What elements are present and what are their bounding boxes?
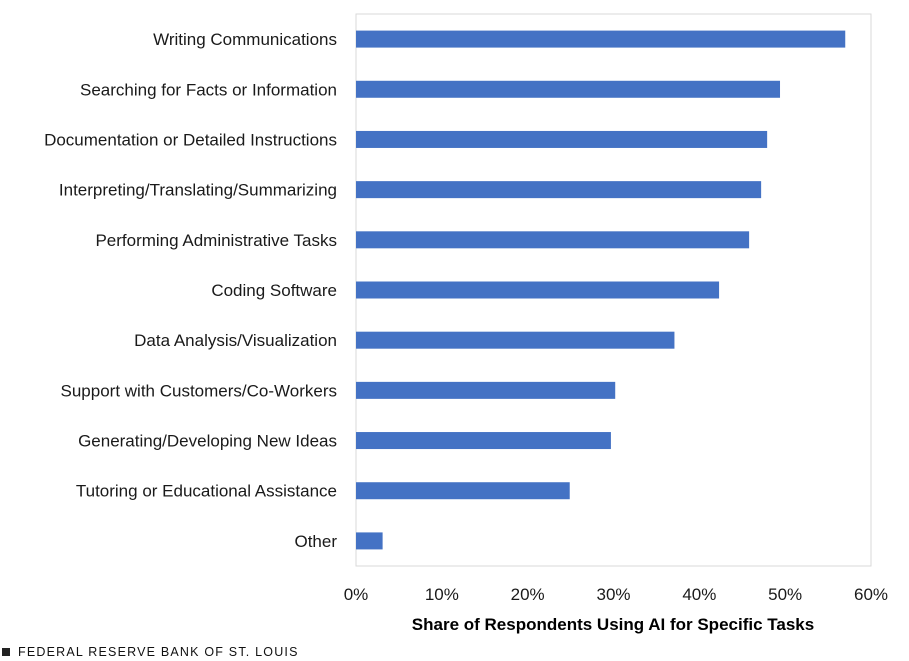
x-tick-label: 20% xyxy=(511,585,545,604)
category-label: Tutoring or Educational Assistance xyxy=(76,482,337,501)
bar xyxy=(356,482,570,500)
x-tick-label: 0% xyxy=(344,585,369,604)
category-label: Writing Communications xyxy=(153,30,337,49)
category-label: Documentation or Detailed Instructions xyxy=(44,130,337,149)
category-label: Generating/Developing New Ideas xyxy=(78,432,337,451)
x-tick-label: 60% xyxy=(854,585,888,604)
x-tick-label: 10% xyxy=(425,585,459,604)
bar xyxy=(356,30,846,48)
bars-group xyxy=(356,30,846,550)
x-axis-title: Share of Respondents Using AI for Specif… xyxy=(412,615,814,634)
category-label: Data Analysis/Visualization xyxy=(134,331,337,350)
bar xyxy=(356,80,781,98)
bar xyxy=(356,231,750,249)
x-tick-label: 40% xyxy=(682,585,716,604)
category-label: Interpreting/Translating/Summarizing xyxy=(59,181,337,200)
bar xyxy=(356,281,720,299)
category-label: Other xyxy=(294,532,337,551)
x-tick-label: 30% xyxy=(596,585,630,604)
category-labels: Writing Communications Searching for Fact… xyxy=(44,30,337,551)
footer-source: FEDERAL RESERVE BANK OF ST. LOUIS xyxy=(2,643,299,661)
category-label: Performing Administrative Tasks xyxy=(95,231,337,250)
bar xyxy=(356,532,383,550)
bar xyxy=(356,381,616,399)
category-label: Coding Software xyxy=(211,281,337,300)
square-bullet-icon xyxy=(2,648,10,656)
bar xyxy=(356,181,762,199)
bar xyxy=(356,130,768,148)
category-label: Searching for Facts or Information xyxy=(80,80,337,99)
x-tick-labels: 0% 10% 20% 30% 40% 50% 60% xyxy=(344,585,888,604)
category-label: Support with Customers/Co-Workers xyxy=(61,381,338,400)
bar-chart: Writing Communications Searching for Fact… xyxy=(44,13,888,634)
source-label: FEDERAL RESERVE BANK OF ST. LOUIS xyxy=(18,645,299,659)
x-tick-label: 50% xyxy=(768,585,802,604)
bar xyxy=(356,331,675,349)
bar xyxy=(356,432,611,450)
